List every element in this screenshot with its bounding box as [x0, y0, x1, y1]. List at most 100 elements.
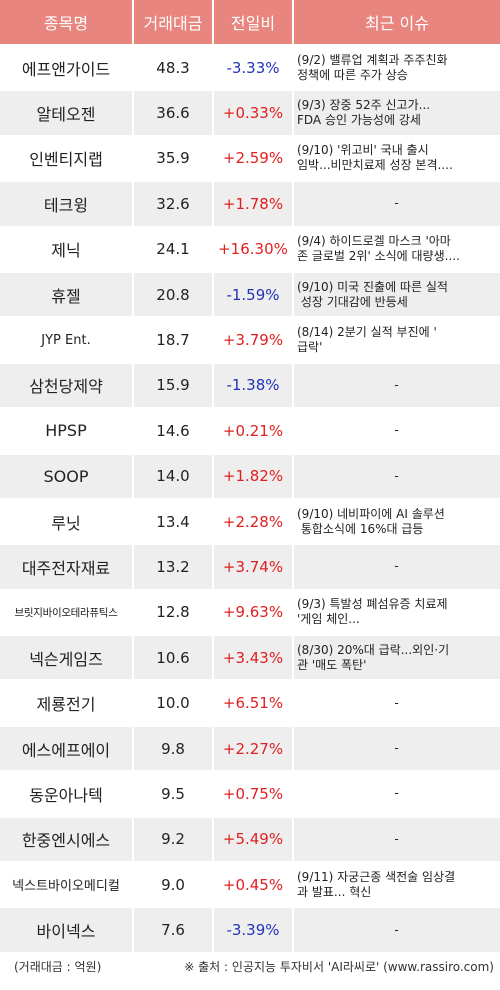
price-change: +16.30%	[214, 227, 294, 273]
recent-issue-text: (8/30) 20%대 급락...외인·기 관 '매도 폭탄'	[297, 642, 450, 672]
recent-issue: -	[294, 772, 500, 818]
stock-name: 테크윙	[0, 182, 134, 228]
stock-name: HPSP	[0, 409, 134, 455]
trade-volume: 20.8	[134, 272, 214, 319]
stock-name: 바이넥스	[0, 908, 134, 954]
recent-issue: -	[294, 454, 500, 500]
trade-volume: 14.0	[134, 454, 214, 500]
recent-issue-text: -	[394, 196, 399, 211]
price-change: -1.59%	[214, 272, 294, 319]
recent-issue-text: (9/4) 하이드로겔 마스크 '아마 존 글로벌 2위' 소식에 대량생...…	[297, 234, 460, 264]
table-header-row: 종목명 거래대금 전일비 최근 이슈	[0, 0, 500, 46]
recent-issue: (9/10) 네비파이에 AI 솔루션 통합소식에 16%대 급등	[294, 499, 500, 546]
price-change: +0.21%	[214, 409, 294, 455]
price-change: +2.59%	[214, 136, 294, 183]
table-row: 대주전자재료 13.2 +3.74% -	[0, 545, 500, 591]
table-row: 에스에프에이 9.8 +2.27% -	[0, 726, 500, 773]
header-volume: 거래대금	[134, 0, 214, 46]
trade-volume: 13.4	[134, 499, 214, 546]
price-change: +3.79%	[214, 318, 294, 364]
table-row: 바이넥스 7.6 -3.39% -	[0, 908, 500, 954]
price-change: -3.39%	[214, 908, 294, 954]
price-change: +0.45%	[214, 863, 294, 909]
trade-volume: 10.0	[134, 681, 214, 727]
table-row: SOOP 14.0 +1.82% -	[0, 454, 500, 500]
stock-name: 대주전자재료	[0, 545, 134, 591]
stock-name: 한중엔시에스	[0, 817, 134, 864]
stock-name: 브릿지바이오테라퓨틱스	[0, 590, 134, 637]
trade-volume: 24.1	[134, 227, 214, 273]
table-body: 에프앤가이드 48.3 -3.33% (9/2) 밸류업 계획과 주주친화 정책에 따…	[0, 46, 500, 954]
recent-issue-text: -	[394, 377, 399, 392]
stock-name: 넥슨게임즈	[0, 636, 134, 682]
recent-issue: (9/11) 자궁근종 색전술 임상결 과 발표... 혁신	[294, 863, 500, 909]
trade-volume: 13.2	[134, 545, 214, 591]
recent-issue: -	[294, 817, 500, 864]
trade-volume: 36.6	[134, 91, 214, 137]
table-row: JYP Ent. 18.7 +3.79% (8/14) 2분기 실적 부진에 ' 급락…	[0, 318, 500, 364]
recent-issue: -	[294, 726, 500, 773]
price-change: +3.43%	[214, 636, 294, 682]
price-change: +1.82%	[214, 454, 294, 500]
header-issue: 최근 이슈	[294, 0, 500, 46]
recent-issue-text: -	[394, 831, 399, 846]
trade-volume: 10.6	[134, 636, 214, 682]
table-row: 테크윙 32.6 +1.78% -	[0, 182, 500, 228]
price-change: +5.49%	[214, 817, 294, 864]
recent-issue-text: -	[394, 559, 399, 574]
price-change: -3.33%	[214, 46, 294, 92]
price-change: +0.33%	[214, 91, 294, 137]
trade-volume: 9.8	[134, 726, 214, 773]
trade-volume: 14.6	[134, 409, 214, 455]
stock-name: 제닉	[0, 227, 134, 273]
table-row: 제룡전기 10.0 +6.51% -	[0, 681, 500, 727]
recent-issue-text: (9/3) 특발성 폐섬유증 치료제 '게임 체인...	[297, 597, 448, 627]
table-row: 한중엔시에스 9.2 +5.49% -	[0, 817, 500, 864]
table-row: HPSP 14.6 +0.21% -	[0, 409, 500, 455]
recent-issue: -	[294, 182, 500, 228]
recent-issue: -	[294, 908, 500, 954]
table-row: 넥스트바이오메디컬 9.0 +0.45% (9/11) 자궁근종 색전술 임상결 과 …	[0, 863, 500, 909]
stock-name: 루닛	[0, 499, 134, 546]
table-row: 삼천당제약 15.9 -1.38% -	[0, 363, 500, 410]
trade-volume: 35.9	[134, 136, 214, 183]
trade-volume: 18.7	[134, 318, 214, 364]
recent-issue-text: (8/14) 2분기 실적 부진에 ' 급락'	[297, 325, 437, 355]
stock-name: 제룡전기	[0, 681, 134, 727]
recent-issue: (9/3) 특발성 폐섬유증 치료제 '게임 체인...	[294, 590, 500, 637]
recent-issue-text: (9/2) 밸류업 계획과 주주친화 정책에 따른 주가 상승	[297, 52, 448, 82]
stock-name: 삼천당제약	[0, 363, 134, 410]
table-row: 에프앤가이드 48.3 -3.33% (9/2) 밸류업 계획과 주주친화 정책에 따…	[0, 46, 500, 92]
price-change: +0.75%	[214, 772, 294, 818]
recent-issue-text: -	[394, 423, 399, 438]
stock-name: 에스에프에이	[0, 726, 134, 773]
recent-issue-text: (9/11) 자궁근종 색전술 임상결 과 발표... 혁신	[297, 869, 456, 899]
table-row: 브릿지바이오테라퓨틱스 12.8 +9.63% (9/3) 특발성 폐섬유증 치료제 …	[0, 590, 500, 637]
footer: (거래대금 : 억원) ※ 출처 : 인공지능 투자비서 'AI라씨로' (ww…	[0, 958, 500, 988]
recent-issue: -	[294, 363, 500, 410]
stock-name: SOOP	[0, 454, 134, 500]
price-change: +6.51%	[214, 681, 294, 727]
stock-name: 알테오젠	[0, 91, 134, 137]
trade-volume: 48.3	[134, 46, 214, 92]
table-row: 휴젤 20.8 -1.59% (9/10) 미국 진출에 따른 실적 성장 기대감에 …	[0, 272, 500, 319]
recent-issue: (8/30) 20%대 급락...외인·기 관 '매도 폭탄'	[294, 636, 500, 682]
price-change: -1.38%	[214, 363, 294, 410]
price-change: +2.27%	[214, 726, 294, 773]
recent-issue-text: (9/10) '위고비' 국내 출시 임박...비만치료제 성장 본격....	[297, 143, 453, 173]
header-change: 전일비	[214, 0, 294, 46]
recent-issue: (9/3) 장중 52주 신고가... FDA 승인 가능성에 강세	[294, 91, 500, 137]
stock-name: 동운아나텍	[0, 772, 134, 818]
table-row: 루닛 13.4 +2.28% (9/10) 네비파이에 AI 솔루션 통합소식에 16…	[0, 499, 500, 546]
recent-issue: -	[294, 681, 500, 727]
stock-name: 인벤티지랩	[0, 136, 134, 183]
table-row: 제닉 24.1 +16.30% (9/4) 하이드로겔 마스크 '아마 존 글로벌 2…	[0, 227, 500, 273]
trade-volume: 9.0	[134, 863, 214, 909]
recent-issue-text: (9/10) 미국 진출에 따른 실적 성장 기대감에 반등세	[297, 279, 448, 309]
recent-issue: -	[294, 545, 500, 591]
trade-volume: 7.6	[134, 908, 214, 954]
trade-volume: 9.2	[134, 817, 214, 864]
trade-volume: 15.9	[134, 363, 214, 410]
table-row: 인벤티지랩 35.9 +2.59% (9/10) '위고비' 국내 출시 임박...비…	[0, 136, 500, 183]
recent-issue: -	[294, 409, 500, 455]
